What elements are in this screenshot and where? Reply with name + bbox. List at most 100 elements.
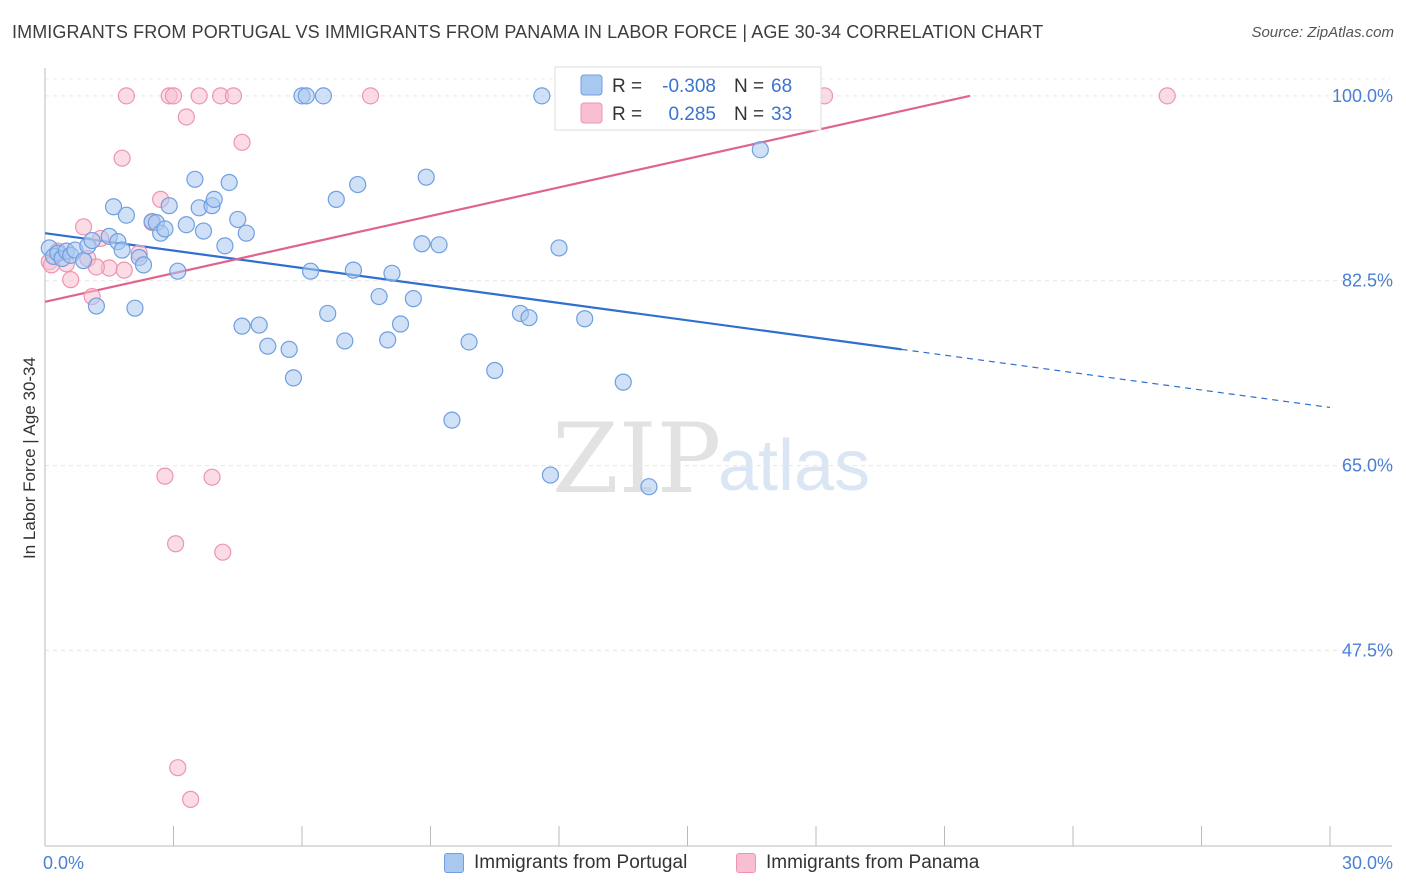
portugal-point: [113, 241, 131, 259]
portugal-point: [417, 168, 435, 186]
legend-label-portugal: Immigrants from Portugal: [474, 852, 688, 873]
panama-point: [74, 218, 93, 236]
chart-title: IMMIGRANTS FROM PORTUGAL VS IMMIGRANTS F…: [12, 22, 1044, 42]
x-tick-labels: 0.0% 30.0%: [43, 853, 1393, 873]
portugal-point: [391, 315, 410, 333]
portugal-point: [259, 337, 277, 355]
stats-r-label-portugal: R =: [612, 76, 642, 97]
x-tick-label: 0.0%: [43, 853, 84, 873]
source-credit: Source: ZipAtlas.com: [1251, 24, 1394, 41]
portugal-point: [126, 299, 144, 317]
panama-point: [214, 543, 232, 561]
portugal-trend-line: [44, 232, 902, 351]
portugal-point: [314, 87, 333, 105]
portugal-point: [344, 261, 362, 279]
portugal-point: [160, 197, 178, 215]
portugal-point: [520, 309, 538, 327]
y-tick-label: 65.0%: [1342, 456, 1393, 476]
portugal-point: [319, 304, 337, 323]
portugal-point: [177, 216, 195, 234]
portugal-point: [533, 87, 551, 105]
panama-point: [203, 468, 221, 486]
legend-label-panama: Immigrants from Panama: [766, 852, 980, 873]
portugal-point: [117, 206, 135, 224]
portugal-point: [194, 222, 213, 240]
y-tick-labels: 100.0% 82.5% 65.0% 47.5%: [1332, 86, 1393, 661]
panama-point: [233, 133, 251, 151]
portugal-point: [443, 411, 461, 429]
portugal-point: [404, 290, 422, 308]
stats-n-value-panama: 33: [771, 104, 792, 125]
stats-r-value-portugal: -0.308: [662, 76, 716, 97]
y-tick-label: 47.5%: [1342, 640, 1393, 660]
portugal-point: [301, 262, 320, 280]
stats-n-label-panama: N =: [734, 104, 764, 125]
portugal-point: [237, 224, 255, 242]
panama-point: [115, 261, 133, 279]
portugal-point: [229, 210, 247, 229]
portugal-point: [430, 236, 448, 254]
portugal-point: [216, 237, 234, 255]
bottom-legend: Immigrants from Portugal Immigrants from…: [0, 852, 1406, 878]
panama-point: [169, 759, 187, 777]
y-axis-label: In Labor Force | Age 30-34: [20, 357, 39, 559]
portugal-point: [379, 331, 397, 349]
x-tick-label: 30.0%: [1342, 853, 1393, 873]
portugal-point: [297, 87, 315, 105]
portugal-point: [413, 235, 431, 253]
portugal-point: [280, 340, 298, 358]
stats-n-value-portugal: 68: [771, 76, 792, 97]
stats-r-label-panama: R =: [612, 104, 642, 125]
portugal-point: [134, 256, 153, 274]
panama-point: [1158, 87, 1176, 105]
portugal-point: [250, 316, 268, 334]
portugal-point: [486, 361, 504, 380]
portugal-point: [205, 190, 223, 208]
axes: [44, 68, 1392, 847]
y-tick-label: 82.5%: [1342, 271, 1393, 291]
legend-swatch-panama: [736, 853, 756, 873]
portugal-point: [74, 252, 93, 270]
stats-n-label-portugal: N =: [734, 76, 764, 97]
portugal-point: [614, 373, 632, 391]
portugal-point: [169, 262, 187, 280]
panama-point: [117, 87, 135, 105]
portugal-point: [383, 264, 401, 282]
grid-lines: [45, 78, 1390, 651]
portugal-point: [87, 297, 106, 315]
portugal-point: [233, 317, 251, 335]
portugal-trend-extension: [901, 348, 1331, 409]
portugal-point: [156, 220, 174, 238]
portugal-point: [83, 231, 101, 250]
portugal-point: [220, 173, 238, 192]
y-tick-label: 100.0%: [1332, 86, 1393, 106]
portugal-point: [327, 190, 345, 208]
portugal-point: [576, 310, 594, 328]
legend-item-panama[interactable]: Immigrants from Panama: [736, 852, 979, 874]
portugal-point: [104, 198, 123, 216]
panama-point: [190, 87, 208, 105]
panama-point: [182, 790, 200, 808]
portugal-point: [370, 287, 388, 306]
panama-point: [164, 87, 183, 105]
stats-swatch-panama: [580, 102, 603, 124]
portugal-point: [751, 141, 769, 159]
panama-point: [113, 149, 131, 167]
portugal-point: [541, 466, 560, 484]
panama-point: [167, 535, 185, 553]
panama-point: [62, 271, 80, 289]
portugal-point: [186, 170, 204, 188]
stats-r-value-panama: 0.285: [668, 104, 716, 125]
panama-point: [224, 87, 243, 105]
portugal-point: [336, 332, 354, 350]
portugal-points: [40, 87, 769, 496]
legend-item-portugal[interactable]: Immigrants from Portugal: [444, 852, 687, 874]
stats-swatch-portugal: [580, 74, 603, 96]
stats-legend: R = -0.308 N = 68 R = 0.285 N = 33: [554, 66, 822, 131]
panama-point: [156, 467, 174, 485]
panama-point: [177, 108, 195, 126]
portugal-point: [640, 478, 658, 496]
portugal-point: [460, 333, 478, 351]
portugal-point: [349, 175, 367, 194]
